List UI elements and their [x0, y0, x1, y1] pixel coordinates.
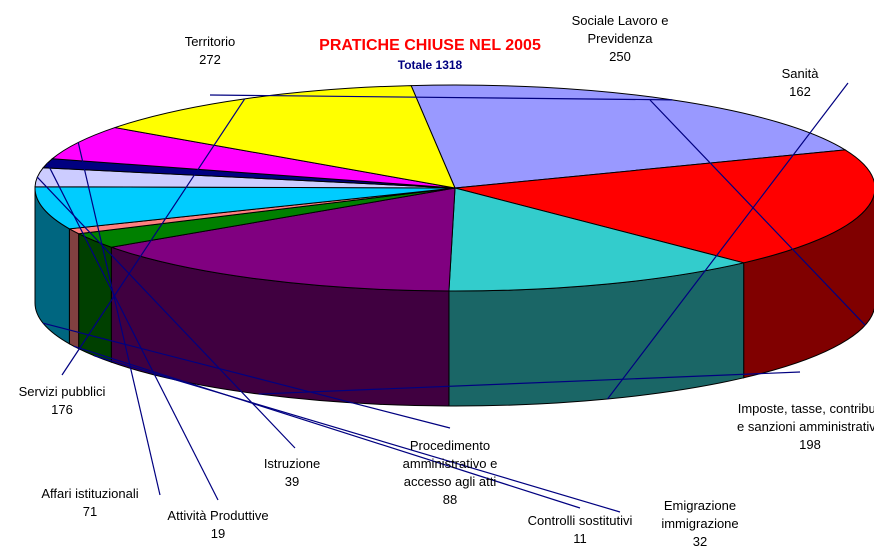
value-label: 39	[284, 474, 300, 489]
slice-label: Territorio 272	[150, 33, 270, 69]
value-label: 32	[692, 534, 708, 549]
slice-label: Istruzione 39	[247, 455, 337, 491]
chart-title: PRATICHE CHIUSE NEL 2005	[319, 37, 541, 54]
category-label: Emigrazione immigrazione	[661, 498, 739, 531]
slice-label: Emigrazione immigrazione 32	[650, 497, 750, 551]
slice-label: Affari istituzionali 71	[15, 485, 165, 521]
value-label: 88	[442, 492, 458, 507]
slice	[410, 84, 847, 189]
slice-label: Sociale Lavoro e Previdenza 250	[555, 12, 685, 66]
category-label: Controlli sostitutivi	[527, 513, 633, 528]
value-label: 176	[51, 402, 73, 417]
value-label: 272	[199, 52, 221, 67]
value-label: 71	[82, 504, 98, 519]
category-label: Affari istituzionali	[41, 486, 139, 501]
value-label: 19	[210, 526, 226, 541]
category-label: Territorio	[184, 34, 236, 49]
slice	[454, 149, 874, 264]
leader-line	[73, 345, 581, 509]
category-label: Servizi pubblici	[18, 384, 106, 399]
slice-label: Servizi pubblici 176	[2, 383, 122, 419]
leader-line	[43, 322, 451, 429]
leader-line	[93, 355, 621, 513]
slice-label: Attività Produttive 19	[148, 507, 288, 543]
leader-line	[77, 142, 161, 496]
value-label: 250	[609, 49, 631, 64]
category-label: Attività Produttive	[167, 508, 269, 523]
slice-label: Sanità 162	[760, 65, 840, 101]
leader-line	[258, 371, 801, 395]
slice-label: Controlli sostitutivi 11	[505, 512, 655, 548]
slice	[109, 187, 456, 292]
leader-line	[36, 176, 296, 449]
category-label: Sociale Lavoro e Previdenza	[571, 13, 669, 46]
slice-label: Procedimento amministrativo e accesso ag…	[380, 437, 520, 509]
chart-subtitle: Totale 1318	[398, 58, 463, 72]
category-label: Istruzione	[263, 456, 321, 471]
value-label: 162	[789, 84, 811, 99]
slice	[114, 85, 456, 189]
tops	[34, 84, 874, 292]
category-label: Sanità	[781, 66, 819, 81]
category-label: Procedimento amministrativo e accesso ag…	[402, 438, 498, 489]
leader-line	[649, 99, 866, 326]
leader-line	[61, 98, 246, 376]
value-label: 198	[799, 437, 821, 452]
leader-line	[209, 94, 673, 101]
category-label: Imposte, tasse, contributi e sanzioni am…	[737, 401, 874, 434]
slice	[34, 186, 456, 230]
leaders	[36, 82, 866, 513]
slice	[448, 187, 744, 292]
slice-label: Imposte, tasse, contributi e sanzioni am…	[735, 400, 874, 454]
leader-line	[46, 162, 219, 501]
value-label: 11	[573, 531, 587, 546]
leader-line	[607, 82, 849, 400]
